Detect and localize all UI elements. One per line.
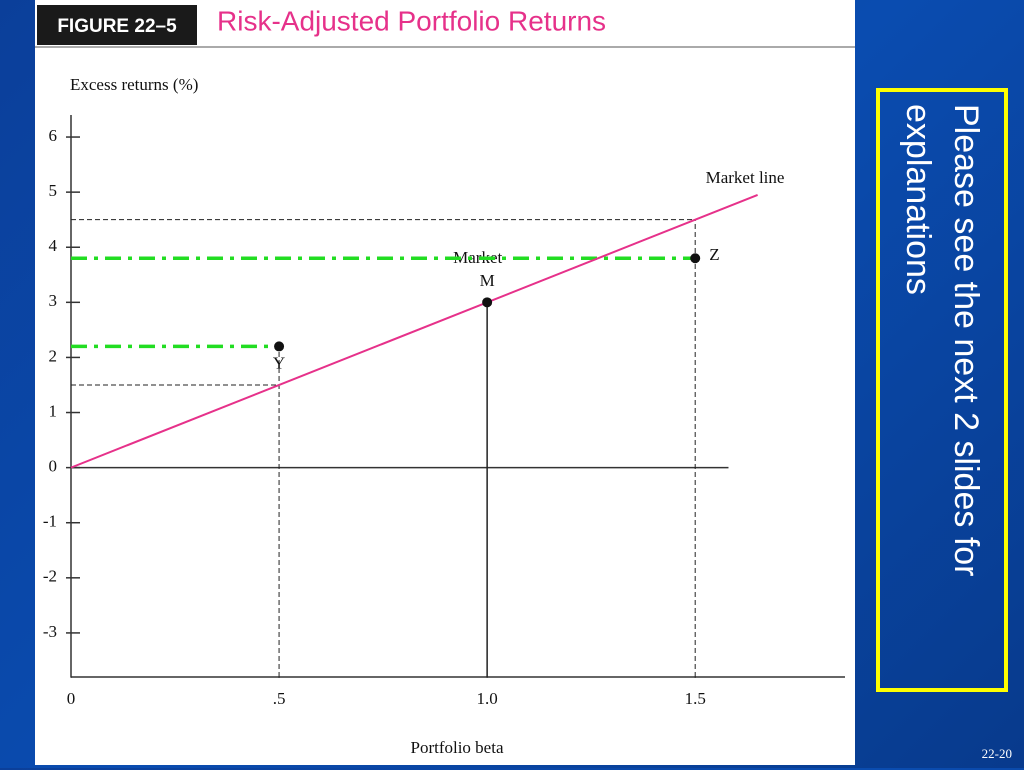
point — [482, 297, 493, 308]
slide-number: 22-20 — [981, 746, 1012, 761]
note-text: Please see the next 2 slides for explana… — [899, 104, 985, 577]
y-tick-label: 0 — [49, 457, 58, 476]
figure-label-box — [37, 5, 197, 45]
note-box: Please see the next 2 slides for explana… — [876, 88, 1008, 692]
y-tick-label: -2 — [43, 567, 57, 586]
point-label: Y — [273, 353, 285, 372]
market-line — [70, 193, 758, 469]
chart: FIGURE 22–5 Risk-Adjusted Portfolio Retu… — [35, 5, 855, 757]
y-axis-label: Excess returns (%) — [70, 75, 198, 94]
y-tick-label: -1 — [43, 512, 57, 531]
x-tick-label: 1.5 — [685, 689, 706, 708]
y-tick-label: 6 — [49, 126, 58, 145]
point — [690, 253, 701, 264]
point — [274, 341, 285, 352]
x-axis-label: Portfolio beta — [410, 738, 503, 757]
chart-title: Risk-Adjusted Portfolio Returns — [217, 5, 606, 36]
y-tick-label: 2 — [49, 346, 58, 365]
figure-panel: FIGURE 22–5 Risk-Adjusted Portfolio Retu… — [35, 0, 855, 765]
point-caption: Market — [453, 248, 502, 267]
y-tick-label: 3 — [49, 291, 58, 310]
figure-label: FIGURE 22–5 — [57, 16, 177, 37]
x-tick-label: .5 — [273, 689, 286, 708]
point-label: M — [480, 271, 495, 290]
x-tick-label: 0 — [67, 689, 76, 708]
y-tick-label: 1 — [49, 401, 58, 420]
y-tick-label: -3 — [43, 622, 57, 641]
line-label: Market line — [706, 168, 785, 187]
point-label: Z — [709, 245, 719, 264]
y-tick-label: 4 — [49, 236, 58, 255]
x-tick-label: 1.0 — [477, 689, 498, 708]
y-tick-label: 5 — [49, 181, 58, 200]
